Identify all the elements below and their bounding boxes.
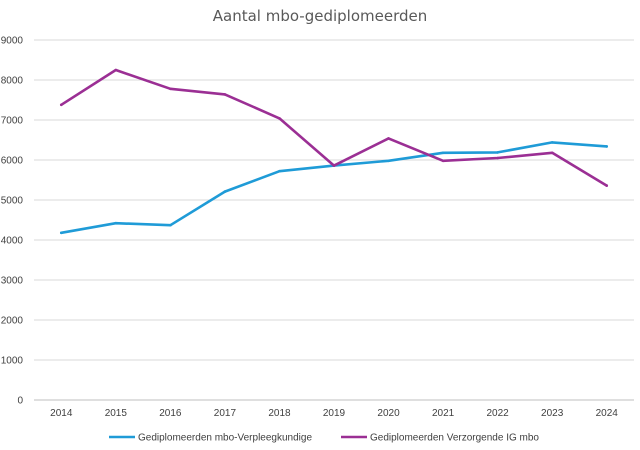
- x-tick-label: 2024: [596, 408, 619, 419]
- data-point: [59, 231, 63, 235]
- legend-label: Gediplomeerden mbo-Verpleegkundige: [138, 433, 312, 444]
- legend: Gediplomeerden mbo-Verpleegkundige Gedipl…: [109, 433, 539, 444]
- y-tick-label: 8000: [1, 76, 24, 87]
- data-point: [59, 103, 63, 107]
- data-point: [441, 151, 445, 155]
- y-tick-label: 7000: [1, 116, 24, 127]
- x-tick-label: 2017: [214, 408, 237, 419]
- y-tick-label: 4000: [1, 236, 24, 247]
- x-tick-label: 2022: [487, 408, 510, 419]
- data-point: [169, 87, 172, 91]
- data-point: [387, 137, 390, 140]
- data-point: [496, 156, 499, 160]
- y-tick-label: 5000: [1, 196, 24, 207]
- y-tick-label: 9000: [1, 36, 24, 47]
- data-point: [332, 164, 336, 167]
- y-tick-label: 1000: [1, 356, 24, 367]
- data-point: [114, 221, 118, 225]
- data-point: [223, 190, 227, 193]
- x-tick-label: 2020: [377, 408, 400, 419]
- chart-title: Aantal mbo-gediplomeerden: [213, 7, 428, 25]
- x-axis-ticks: 2014 2015 2016 2017 2018 2019 2020 2021 2022 2023…: [50, 408, 618, 419]
- data-point: [550, 141, 554, 144]
- x-tick-label: 2018: [268, 408, 291, 419]
- gridlines: [34, 39, 634, 401]
- data-point: [223, 93, 227, 96]
- x-tick-label: 2016: [159, 408, 182, 419]
- data-point: [605, 145, 609, 148]
- y-axis-ticks: 0 1000 2000 3000 4000 5000 6000 7000 8000 9000: [1, 36, 24, 407]
- data-point: [496, 151, 499, 154]
- data-point: [278, 117, 281, 120]
- y-tick-label: 0: [17, 396, 23, 407]
- x-tick-label: 2019: [323, 408, 346, 419]
- data-point: [605, 184, 609, 187]
- data-point: [169, 223, 172, 227]
- x-tick-label: 2014: [50, 408, 73, 419]
- series-lines: [59, 68, 609, 235]
- data-point: [114, 68, 118, 72]
- y-tick-label: 3000: [1, 276, 24, 287]
- series-line-2: [59, 68, 609, 187]
- x-tick-label: 2021: [432, 408, 455, 419]
- data-point: [278, 169, 281, 173]
- x-tick-label: 2015: [105, 408, 128, 419]
- data-point: [441, 159, 445, 163]
- x-tick-label: 2023: [541, 408, 564, 419]
- data-point: [550, 151, 554, 155]
- y-tick-label: 2000: [1, 316, 24, 327]
- data-point: [387, 159, 390, 163]
- legend-label: Gediplomeerden Verzorgende IG mbo: [370, 433, 539, 444]
- y-tick-label: 6000: [1, 156, 24, 167]
